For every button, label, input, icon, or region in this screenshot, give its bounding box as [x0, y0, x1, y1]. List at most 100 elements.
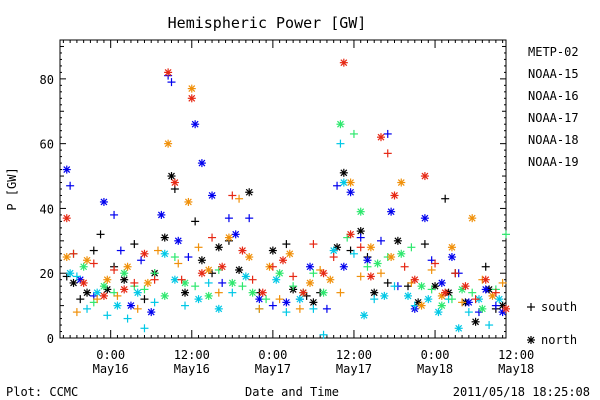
north-marker — [346, 230, 355, 239]
south-marker — [282, 308, 291, 317]
north-marker — [299, 288, 308, 297]
north-marker — [174, 236, 183, 245]
south-marker — [400, 262, 409, 271]
north-marker — [62, 214, 71, 223]
north-marker — [103, 275, 112, 284]
south-marker — [167, 78, 176, 87]
north-marker — [471, 317, 480, 326]
series-noaa-19 — [62, 58, 510, 313]
south-marker — [93, 295, 102, 304]
south-marker — [123, 314, 132, 323]
plot-credit: Plot: CCMC — [6, 385, 78, 399]
north-marker — [170, 178, 179, 187]
north-marker — [447, 253, 456, 262]
north-marker — [397, 249, 406, 258]
north-marker — [454, 324, 463, 333]
south-marker — [116, 246, 125, 255]
north-marker — [306, 278, 315, 287]
north-marker — [120, 269, 129, 278]
south-marker — [390, 282, 399, 291]
marker-legend-label: south — [541, 300, 577, 314]
chart-title: Hemispheric Power [GW] — [168, 14, 367, 32]
south-marker — [370, 295, 379, 304]
x-tick-date: May18 — [417, 362, 453, 376]
north-marker — [441, 288, 450, 297]
north-marker — [397, 178, 406, 187]
north-marker — [373, 259, 382, 268]
x-tick-time: 0:00 — [421, 348, 450, 362]
north-marker — [272, 275, 281, 284]
south-marker — [485, 321, 494, 330]
x-tick-date: May17 — [255, 362, 291, 376]
legend-entry: METP-02 — [528, 45, 579, 59]
south-marker — [248, 275, 257, 284]
north-marker — [410, 275, 419, 284]
north-marker — [424, 295, 433, 304]
south-marker — [356, 233, 365, 242]
series-noaa-17 — [69, 120, 510, 313]
north-marker — [478, 304, 487, 313]
north-marker — [181, 278, 190, 287]
north-marker — [224, 233, 233, 242]
south-marker — [268, 301, 277, 310]
north-marker — [245, 188, 254, 197]
north-marker — [228, 278, 237, 287]
north-marker — [275, 269, 284, 278]
y-tick-label: 60 — [40, 138, 54, 152]
north-marker — [468, 214, 477, 223]
south-marker — [427, 285, 436, 294]
north-marker — [346, 188, 355, 197]
south-marker — [356, 243, 365, 252]
north-marker — [319, 269, 328, 278]
south-marker — [255, 304, 264, 313]
south-marker — [309, 240, 318, 249]
south-marker — [184, 253, 193, 262]
north-marker — [79, 278, 88, 287]
north-marker — [143, 278, 152, 287]
north-marker — [197, 269, 206, 278]
x-tick-time: 12:00 — [498, 348, 534, 362]
north-marker — [306, 262, 315, 271]
south-marker — [420, 240, 429, 249]
north-marker — [235, 265, 244, 274]
south-marker — [174, 259, 183, 268]
north-marker — [417, 301, 426, 310]
south-marker — [481, 262, 490, 271]
north-marker — [140, 249, 149, 258]
north-marker — [238, 246, 247, 255]
south-marker — [363, 262, 372, 271]
south-marker — [491, 301, 500, 310]
series-legend: METP-02 NOAA-15 NOAA-16 NOAA-17 NOAA-18 NOAA-… — [528, 45, 579, 169]
north-marker — [268, 246, 277, 255]
north-marker — [387, 253, 396, 262]
south-marker — [245, 214, 254, 223]
south-marker — [268, 262, 277, 271]
south-marker — [275, 295, 284, 304]
south-marker — [228, 288, 237, 297]
north-marker — [66, 269, 75, 278]
north-marker — [279, 256, 287, 265]
data-points — [62, 58, 510, 339]
south-marker — [322, 304, 331, 313]
south-marker — [66, 181, 75, 190]
south-marker — [309, 269, 318, 278]
x-tick-time: 12:00 — [336, 348, 372, 362]
south-marker — [153, 246, 162, 255]
north-marker — [147, 308, 156, 317]
south-marker — [113, 291, 122, 300]
north-marker — [417, 282, 426, 291]
north-marker — [113, 301, 122, 310]
y-tick-label: 0 — [47, 332, 54, 346]
south-marker — [527, 303, 535, 311]
x-axis-ticks: 0:00May1612:00May160:00May1712:00May170:… — [62, 40, 534, 376]
north-marker — [69, 278, 78, 287]
south-marker — [89, 246, 98, 255]
south-marker — [208, 233, 217, 242]
north-marker — [255, 295, 264, 304]
south-marker — [349, 129, 358, 138]
north-marker — [346, 178, 355, 187]
north-marker — [481, 285, 490, 294]
south-marker — [427, 265, 436, 274]
south-marker — [150, 275, 159, 284]
